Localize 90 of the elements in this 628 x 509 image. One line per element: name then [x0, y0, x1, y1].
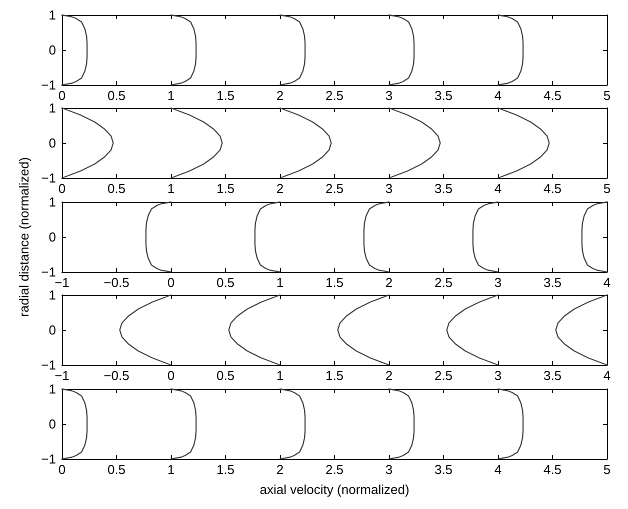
line-series [170, 107, 223, 179]
x-tick-label: 1.5 [216, 181, 235, 196]
line-series [363, 201, 390, 273]
line-series [145, 201, 172, 273]
x-tick-label: 2 [276, 88, 284, 103]
line-series [170, 388, 197, 460]
y-tick-label: 1 [48, 288, 56, 302]
x-tick-label: 1 [167, 88, 175, 103]
x-tick-label: 5 [603, 181, 611, 196]
y-tick-label: −1 [41, 452, 56, 466]
x-tick-label: 0.5 [216, 275, 235, 290]
x-tick-label: 3.5 [434, 181, 453, 196]
x-tick-label: 2.5 [325, 88, 344, 103]
x-tick-label: 0 [167, 368, 175, 383]
x-tick-label: 2 [385, 275, 393, 290]
line-series [279, 388, 306, 460]
x-tick-label: 1.5 [216, 462, 235, 477]
y-tick-label: −1 [41, 170, 56, 186]
x-tick-label: 2.5 [325, 181, 344, 196]
y-tick-label: 1 [48, 194, 56, 210]
y-tick-label: 1 [48, 8, 56, 22]
line-series [388, 107, 441, 179]
line-series [388, 14, 415, 86]
x-tick-label: 4 [603, 275, 611, 290]
x-tick-label: 3 [494, 368, 502, 383]
x-tick-label: −0.5 [104, 368, 130, 383]
x-tick-label: 5 [603, 88, 611, 103]
line-series [388, 388, 415, 460]
x-tick-label: 0 [167, 275, 175, 290]
x-tick-label: 0.5 [107, 181, 126, 196]
x-tick-label: 4 [494, 181, 502, 196]
x-tick-label: 3 [385, 181, 393, 196]
line-series [497, 14, 524, 86]
line-series [279, 14, 306, 86]
x-tick-label: 2.5 [434, 368, 453, 383]
x-tick-label: 4.5 [543, 88, 562, 103]
x-tick-label: 2.5 [434, 275, 453, 290]
y-tick-label: 0 [48, 322, 56, 338]
line-series [497, 107, 550, 179]
x-tick-label: 4 [603, 368, 611, 383]
x-tick-label: 0 [58, 462, 66, 477]
y-axis-title: radial distance (normalized) [16, 157, 32, 317]
x-tick-label: 0.5 [216, 368, 235, 383]
x-tick-label: 1 [276, 275, 284, 290]
y-tick-label: 0 [48, 42, 56, 58]
line-series [170, 14, 197, 86]
x-tick-label: 0 [58, 88, 66, 103]
x-tick-label: 2 [385, 368, 393, 383]
x-tick-label: 3.5 [543, 368, 562, 383]
x-tick-label: 1.5 [216, 88, 235, 103]
line-series [472, 201, 499, 273]
x-tick-label: 1 [276, 368, 284, 383]
y-tick-label: 0 [48, 416, 56, 432]
line-series [446, 294, 499, 366]
x-tick-label: 5 [603, 462, 611, 477]
x-tick-label: 3.5 [434, 462, 453, 477]
x-tick-label: 2.5 [325, 462, 344, 477]
x-tick-label: 2 [276, 462, 284, 477]
x-tick-label: −0.5 [104, 275, 130, 290]
y-tick-label: 1 [48, 100, 56, 116]
line-series [497, 388, 524, 460]
x-tick-label: 1 [167, 181, 175, 196]
line-series [228, 294, 281, 366]
x-tick-label: 3 [385, 88, 393, 103]
x-tick-label: 0.5 [107, 88, 126, 103]
x-tick-label: 1.5 [325, 368, 344, 383]
x-tick-label: 4 [494, 88, 502, 103]
x-tick-label: 2 [276, 181, 284, 196]
x-axis-title: axial velocity (normalized) [260, 482, 410, 497]
x-tick-label: 3 [494, 275, 502, 290]
y-tick-label: 1 [48, 382, 56, 396]
x-tick-label: 1.5 [325, 275, 344, 290]
y-tick-label: 0 [48, 136, 56, 150]
x-tick-label: 0.5 [107, 462, 126, 477]
y-tick-label: −1 [41, 358, 56, 372]
line-series [337, 294, 390, 366]
line-series [254, 201, 281, 273]
x-tick-label: 3.5 [543, 275, 562, 290]
x-tick-label: 4.5 [543, 181, 562, 196]
line-series [279, 107, 332, 179]
x-tick-label: 4 [494, 462, 502, 477]
x-tick-label: 3 [385, 462, 393, 477]
x-tick-label: 3.5 [434, 88, 453, 103]
x-tick-label: 4.5 [543, 462, 562, 477]
line-series [119, 294, 172, 366]
y-tick-label: −1 [41, 78, 56, 92]
y-tick-label: −1 [41, 264, 56, 280]
x-tick-label: 0 [58, 181, 66, 196]
x-tick-label: 1 [167, 462, 175, 477]
y-tick-label: 0 [48, 230, 56, 244]
